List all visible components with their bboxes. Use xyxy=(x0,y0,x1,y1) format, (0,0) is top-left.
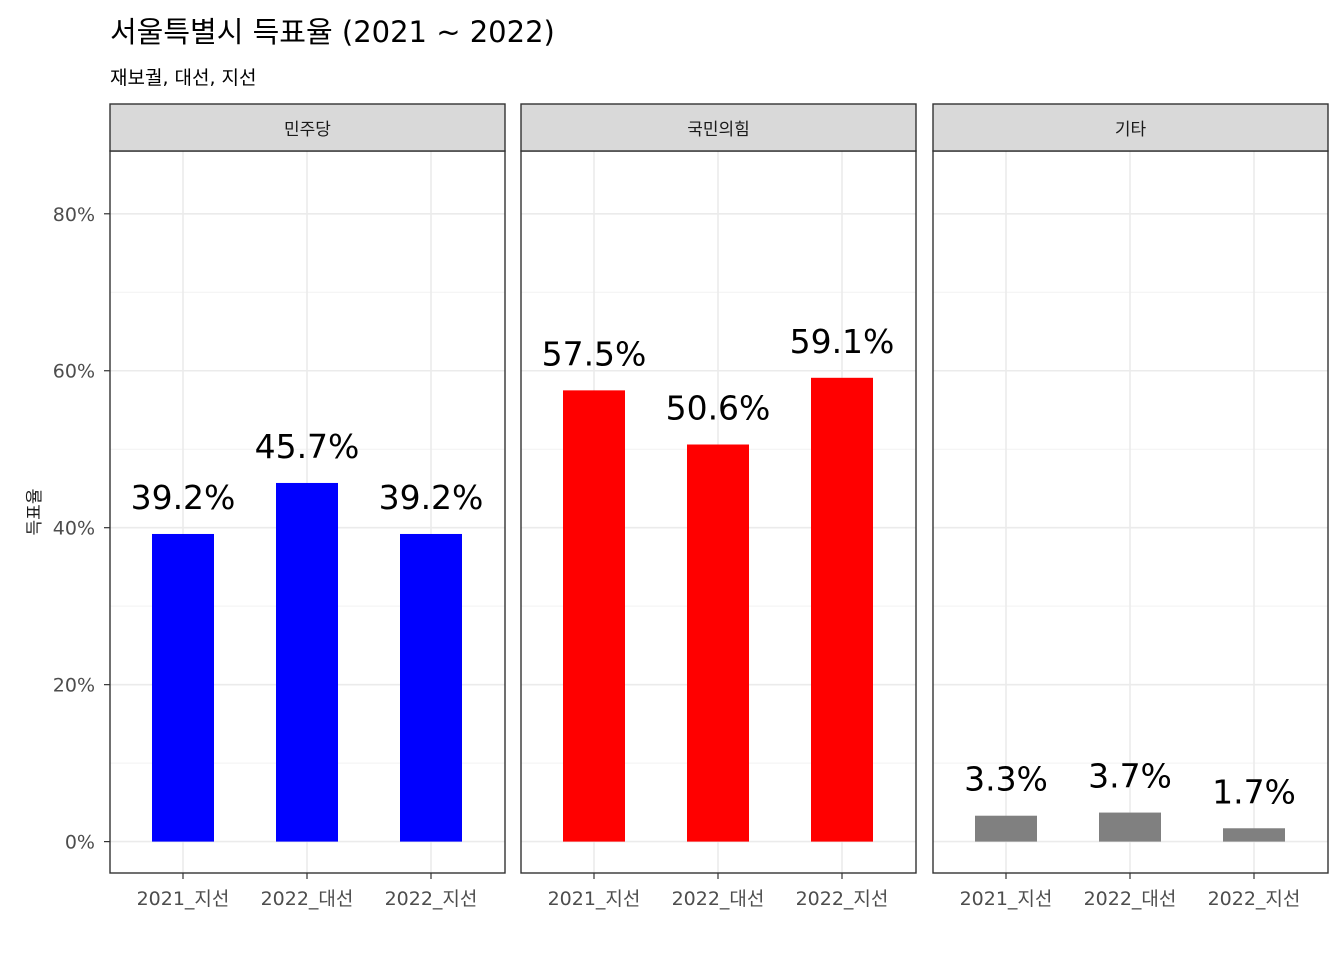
facet-strip-label: 기타 xyxy=(1115,120,1147,140)
data-label: 45.7% xyxy=(255,427,360,466)
y-axis-title: 득표율 xyxy=(25,489,45,536)
facet-panel: 39.2% 45.7% 39.2% 민주당 2021_지선 2022_대선 2022_지선 xyxy=(109,103,506,910)
facet-strip xyxy=(109,103,506,152)
bar xyxy=(975,815,1037,842)
facet-strip xyxy=(932,103,1329,152)
y-tick-label: 0% xyxy=(65,832,95,854)
data-label: 1.7% xyxy=(1212,772,1296,811)
chart-subtitle: 재보궐, 대선, 지선 xyxy=(110,67,257,89)
bar xyxy=(276,482,338,842)
x-tick-label: 2022_지선 xyxy=(796,888,889,910)
facet-strip-label: 민주당 xyxy=(284,120,331,140)
x-tick-label: 2021_지선 xyxy=(137,888,230,910)
bar xyxy=(152,533,214,842)
facet-strip-label: 국민의힘 xyxy=(687,120,750,140)
x-tick-label: 2022_지선 xyxy=(1208,888,1301,910)
x-tick-label: 2022_대선 xyxy=(672,888,765,910)
bar xyxy=(687,444,749,842)
x-tick-label: 2022_지선 xyxy=(385,888,478,910)
x-tick-label: 2022_대선 xyxy=(261,888,354,910)
x-tick-label: 2022_대선 xyxy=(1084,888,1177,910)
data-label: 3.3% xyxy=(964,760,1048,799)
y-tick-label: 40% xyxy=(53,518,95,540)
data-label: 59.1% xyxy=(790,322,895,361)
facet-panel: 57.5% 50.6% 59.1% 국민의힘 2021_지선 2022_대선 2022_지선 xyxy=(520,103,917,910)
y-axis: 0% 20% 40% 60% 80% xyxy=(53,204,110,854)
data-label: 39.2% xyxy=(379,478,484,517)
bar xyxy=(1223,828,1285,842)
x-tick-label: 2021_지선 xyxy=(548,888,641,910)
chart-title: 서울특별시 득표율 (2021 ~ 2022) xyxy=(110,15,555,49)
y-tick-label: 20% xyxy=(53,675,95,697)
x-tick-label: 2021_지선 xyxy=(960,888,1053,910)
facet-strip xyxy=(520,103,917,152)
data-label: 50.6% xyxy=(666,389,771,428)
bar xyxy=(1099,812,1161,842)
data-label: 39.2% xyxy=(131,478,236,517)
bar xyxy=(811,377,873,842)
data-label: 57.5% xyxy=(542,334,647,373)
facet-panel: 3.3% 3.7% 1.7% 기타 2021_지선 2022_대선 2022_지선 xyxy=(932,103,1329,910)
bar xyxy=(563,390,625,842)
bar xyxy=(400,533,462,842)
data-label: 3.7% xyxy=(1088,757,1172,796)
y-tick-label: 60% xyxy=(53,361,95,383)
y-tick-label: 80% xyxy=(53,204,95,226)
